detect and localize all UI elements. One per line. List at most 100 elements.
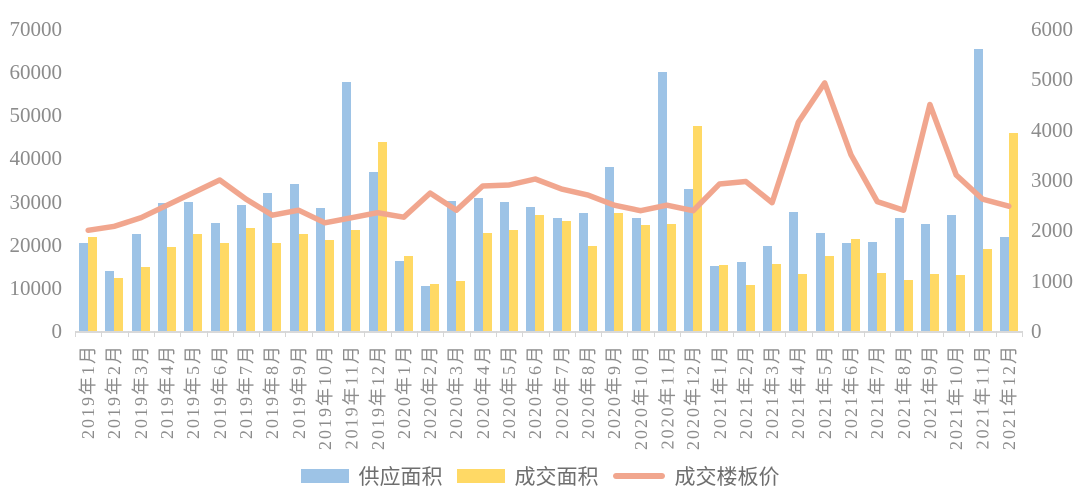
bar-transaction-area	[482, 233, 492, 331]
legend-item-supply-area: 供应面积	[300, 461, 443, 491]
x-axis-tick	[75, 331, 76, 337]
x-axis-tick	[390, 331, 392, 337]
bar-transaction-area	[167, 247, 177, 331]
bar-supply-area	[236, 205, 246, 331]
x-axis-label: 2020年1月	[393, 344, 414, 439]
x-axis-label: 2021年4月	[788, 344, 809, 439]
y-axis-tick-label-right: 2000	[1031, 218, 1073, 243]
x-axis-tick	[837, 331, 839, 337]
x-axis-label: 2021年7月	[867, 344, 888, 439]
x-axis-label: 2020年8月	[577, 344, 598, 439]
x-axis-tick	[653, 331, 655, 337]
bar-transaction-area	[245, 228, 255, 331]
bar-supply-area	[894, 217, 904, 331]
legend-label-floor-price: 成交楼板价	[674, 465, 780, 489]
bar-transaction-area	[719, 264, 729, 331]
bar-transaction-area	[745, 284, 755, 331]
x-axis-tick	[232, 331, 234, 337]
bar-transaction-area	[193, 234, 203, 331]
bar-supply-area	[79, 242, 89, 331]
bar-transaction-area	[587, 246, 597, 331]
x-axis-tick	[574, 331, 576, 337]
x-axis-label: 2021年3月	[762, 344, 783, 439]
bar-supply-area	[578, 213, 588, 331]
floor-price-swatch	[612, 473, 665, 479]
x-axis-label: 2019年12月	[367, 344, 388, 450]
x-axis-label: 2021年2月	[735, 344, 756, 439]
bar-transaction-area	[272, 242, 282, 331]
bar-transaction-area	[403, 255, 413, 331]
x-axis-tick	[995, 331, 997, 337]
bar-transaction-area	[956, 274, 966, 331]
bar-transaction-area	[877, 272, 887, 331]
bar-supply-area	[868, 241, 878, 331]
x-axis-label: 2019年2月	[104, 344, 125, 439]
bar-supply-area	[158, 202, 168, 331]
bar-transaction-area	[535, 214, 545, 331]
bar-supply-area	[263, 192, 273, 331]
bar-transaction-area	[114, 277, 124, 331]
x-axis-tick	[206, 331, 208, 337]
bar-transaction-area	[693, 125, 703, 331]
y-axis-tick-label-right: 6000	[1031, 17, 1073, 41]
x-axis-tick	[416, 331, 418, 337]
x-axis-tick	[548, 331, 550, 337]
y-axis-tick-label-left: 60000	[9, 60, 63, 85]
x-axis-tick	[101, 331, 103, 337]
bar-transaction-area	[798, 274, 808, 331]
x-axis-label: 2021年6月	[841, 344, 862, 439]
x-axis-tick	[732, 331, 734, 337]
bar-supply-area	[473, 198, 483, 331]
x-axis-tick	[364, 331, 366, 337]
bar-transaction-area	[1008, 132, 1018, 331]
x-axis-tick	[443, 331, 445, 337]
x-axis-tick	[127, 331, 129, 337]
x-axis-tick	[1022, 331, 1023, 337]
legend-label-supply-area: 供应面积	[358, 465, 443, 489]
bar-supply-area	[605, 166, 615, 331]
supply-area-swatch	[300, 469, 349, 483]
bar-supply-area	[184, 202, 194, 331]
bar-supply-area	[289, 184, 299, 331]
x-axis-label: 2021年12月	[998, 344, 1019, 450]
x-axis-label: 2019年10月	[314, 344, 335, 450]
legend: 供应面积 成交面积 成交楼板价	[0, 458, 1080, 494]
bar-supply-area	[789, 211, 799, 331]
y-axis-tick-label-right: 4000	[1031, 117, 1073, 142]
bar-supply-area	[500, 202, 510, 331]
y-axis-tick-label-left: 70000	[9, 17, 63, 41]
bar-supply-area	[920, 224, 930, 331]
bar-supply-area	[342, 82, 352, 331]
x-axis-label: 2019年7月	[236, 344, 256, 439]
x-axis-tick	[495, 331, 497, 337]
x-axis-label: 2020年9月	[604, 344, 625, 439]
y-axis-tick-label-left: 30000	[9, 189, 63, 214]
x-axis-label: 2019年6月	[209, 344, 230, 439]
bar-supply-area	[947, 215, 957, 331]
bar-transaction-area	[561, 221, 571, 331]
x-axis-tick	[680, 331, 682, 337]
bar-transaction-area	[351, 229, 361, 331]
x-axis-label: 2020年7月	[551, 344, 572, 439]
bar-supply-area	[368, 172, 378, 331]
bar-supply-area	[552, 217, 562, 331]
x-axis-tick	[601, 331, 603, 337]
transaction-area-swatch	[456, 469, 505, 483]
bar-supply-area	[710, 265, 720, 331]
x-axis-tick	[338, 331, 340, 337]
bar-transaction-area	[88, 237, 98, 331]
legend-item-transaction-area: 成交面积	[456, 461, 599, 491]
x-axis-tick	[522, 331, 524, 337]
bar-supply-area	[763, 246, 773, 331]
bar-supply-area	[105, 271, 115, 331]
bar-supply-area	[999, 236, 1009, 331]
y-axis-tick-label-right: 3000	[1031, 168, 1073, 192]
bar-transaction-area	[298, 233, 308, 331]
x-axis-tick	[153, 331, 155, 337]
x-axis-label: 2020年2月	[420, 344, 441, 439]
bar-transaction-area	[851, 239, 860, 331]
x-axis-label: 2020年11月	[656, 344, 677, 450]
x-axis-label: 2019年11月	[341, 344, 362, 450]
bar-supply-area	[736, 261, 746, 331]
x-axis-tick	[469, 331, 471, 337]
